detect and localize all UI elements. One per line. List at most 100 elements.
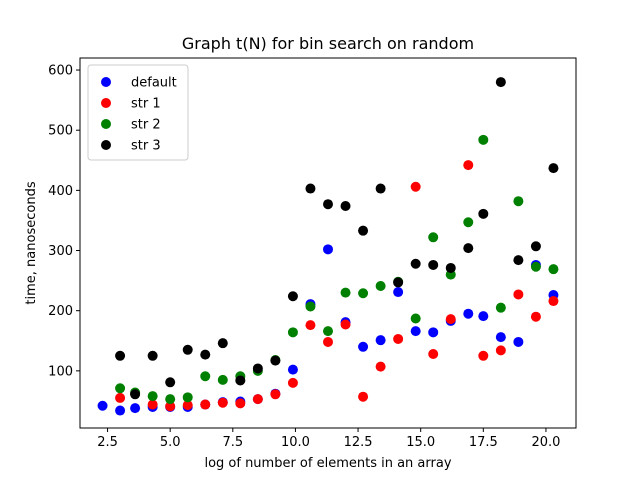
data-point (478, 350, 489, 361)
data-point (530, 261, 541, 272)
data-point (513, 255, 524, 266)
legend-label: str 1 (131, 97, 161, 112)
data-point (217, 374, 228, 385)
data-point (287, 291, 298, 302)
x-tick-label: 15.0 (406, 435, 435, 450)
data-point (115, 350, 126, 361)
series-str-3 (115, 77, 559, 400)
data-point (270, 355, 281, 366)
x-tick-label: 7.5 (222, 435, 243, 450)
data-point (393, 333, 404, 344)
data-point (340, 201, 351, 211)
legend-marker (101, 140, 111, 150)
y-axis-label: time, nanoseconds (24, 181, 39, 304)
data-point (445, 262, 456, 273)
data-point (428, 259, 439, 270)
x-tick-label: 12.5 (344, 435, 373, 450)
data-point (513, 336, 524, 347)
legend-marker (101, 119, 111, 129)
data-point (358, 341, 369, 352)
data-point (463, 217, 474, 228)
data-point (147, 399, 158, 410)
x-tick-label: 10.0 (281, 435, 310, 450)
data-point (463, 308, 474, 319)
data-point (428, 327, 439, 338)
data-point (130, 403, 141, 414)
data-point (200, 349, 211, 360)
data-point (358, 288, 369, 299)
y-tick-label: 500 (48, 124, 73, 139)
data-point (375, 335, 386, 346)
data-point (478, 208, 489, 219)
legend-box (87, 64, 189, 161)
data-point (115, 383, 126, 394)
data-point (165, 401, 176, 412)
data-point (287, 377, 298, 388)
legend-item: str 3 (101, 139, 161, 154)
data-point (305, 301, 316, 312)
data-point (97, 400, 108, 411)
data-point (147, 391, 158, 402)
x-tick-label: 5.0 (160, 435, 181, 450)
data-point (548, 296, 559, 307)
data-point (478, 134, 489, 145)
x-tick-label: 17.5 (469, 435, 498, 450)
data-point (182, 344, 193, 355)
data-point (200, 371, 211, 382)
data-point (548, 163, 559, 174)
data-point (200, 399, 211, 410)
legend-item: str 1 (101, 97, 161, 112)
legend-marker (101, 77, 111, 87)
data-point (305, 320, 316, 331)
data-point (323, 244, 333, 255)
data-point (147, 350, 158, 361)
data-point (548, 264, 559, 275)
data-point (495, 302, 506, 313)
y-tick-label: 600 (48, 64, 73, 79)
y-tick-label: 400 (48, 184, 73, 199)
data-point (410, 313, 421, 324)
data-point (165, 377, 176, 388)
legend-item: str 2 (101, 118, 161, 133)
data-point (375, 183, 386, 194)
data-point (530, 241, 541, 252)
data-point (340, 319, 351, 330)
data-point (323, 199, 333, 210)
data-point (393, 287, 404, 298)
legend: default str 1 str 2 str 3 (87, 64, 189, 161)
data-point (358, 391, 369, 402)
data-point (323, 326, 333, 337)
chart-title: Graph t(N) for bin search on random (182, 34, 474, 53)
legend-label: default (131, 76, 177, 91)
data-points-layer (97, 77, 559, 416)
data-point (410, 326, 421, 337)
data-point (323, 336, 333, 347)
data-point (513, 289, 524, 300)
y-tick-label: 300 (48, 244, 73, 259)
data-point (410, 181, 421, 192)
x-tick-label: 2.5 (97, 435, 118, 450)
data-point (115, 392, 126, 403)
data-point (428, 349, 439, 359)
data-point (495, 77, 506, 88)
data-point (463, 160, 474, 171)
data-point (478, 311, 489, 322)
data-point (287, 364, 298, 375)
legend-label: str 2 (131, 118, 161, 133)
data-point (182, 400, 193, 411)
data-point (375, 281, 386, 292)
plot-frame (79, 57, 577, 429)
data-point (495, 345, 506, 356)
data-point (530, 311, 541, 322)
data-point (410, 258, 421, 269)
data-point (252, 363, 263, 374)
data-point (165, 394, 176, 405)
data-point (217, 338, 228, 349)
data-point (235, 375, 246, 386)
legend-label: str 3 (131, 139, 161, 154)
y-tick-label: 100 (48, 364, 73, 379)
x-axis: 2.5 5.0 7.5 10.0 12.5 15.0 17.5 20.0 (97, 428, 560, 450)
data-point (217, 397, 228, 408)
data-point (305, 183, 316, 194)
